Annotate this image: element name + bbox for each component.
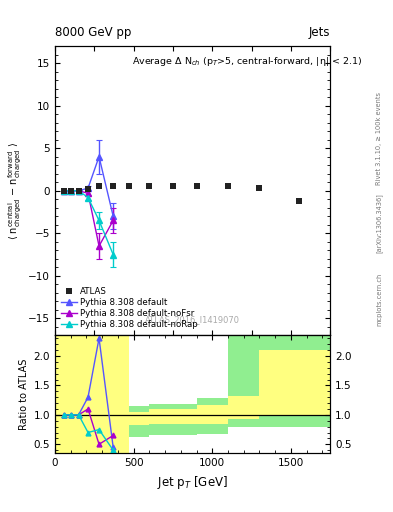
Point: [170, 182, 176, 190]
Point: [85, 185, 91, 193]
Text: 8000 GeV pp: 8000 GeV pp: [55, 26, 131, 39]
Point: [296, 197, 302, 205]
Point: [61, 187, 67, 195]
Point: [225, 182, 231, 190]
Text: ATLAS_2016_I1419070: ATLAS_2016_I1419070: [145, 315, 240, 324]
Y-axis label: Ratio to ATLAS: Ratio to ATLAS: [19, 358, 29, 430]
Text: Jets: Jets: [309, 26, 330, 39]
Point: [193, 182, 200, 190]
Point: [110, 182, 116, 190]
Text: Average Δ N$_{ch}$ (p$_T$>5, central-forward, |η| < 2.1): Average Δ N$_{ch}$ (p$_T$>5, central-for…: [132, 55, 362, 68]
Y-axis label: $\langle$ n$^{\rm central}_{\rm charged}$ $-$ n$^{\rm forward}_{\rm charged}$ $\: $\langle$ n$^{\rm central}_{\rm charged}…: [7, 141, 24, 240]
Point: [68, 187, 74, 195]
Text: Rivet 3.1.10, ≥ 100k events: Rivet 3.1.10, ≥ 100k events: [376, 92, 382, 185]
Point: [75, 187, 82, 195]
Point: [256, 184, 263, 193]
Point: [126, 182, 132, 190]
Point: [96, 182, 102, 190]
Text: [arXiv:1306.3436]: [arXiv:1306.3436]: [376, 193, 383, 252]
Point: [146, 182, 152, 190]
X-axis label: Jet p$_T$ [GeV]: Jet p$_T$ [GeV]: [157, 474, 228, 490]
Text: mcplots.cern.ch: mcplots.cern.ch: [376, 273, 382, 326]
Legend: ATLAS, Pythia 8.308 default, Pythia 8.308 default-noFsr, Pythia 8.308 default-no: ATLAS, Pythia 8.308 default, Pythia 8.30…: [59, 285, 200, 331]
